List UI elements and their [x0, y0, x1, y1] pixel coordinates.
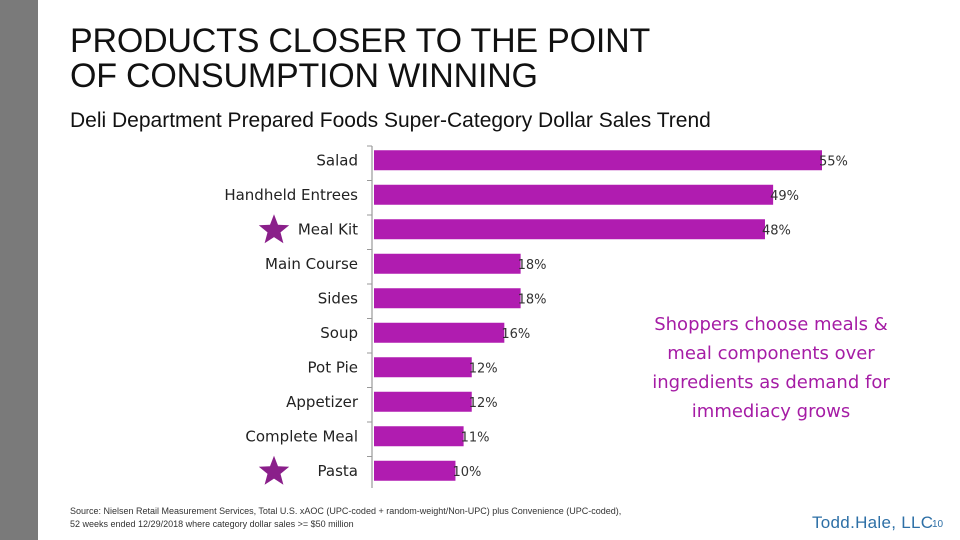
callout-text: Shoppers choose meals & meal components …: [652, 314, 890, 422]
bar-handheld-entrees: [374, 184, 774, 205]
slide-title: PRODUCTS CLOSER TO THE POINT OF CONSUMPT…: [70, 24, 830, 94]
value-label: 12%: [469, 396, 498, 411]
bar-pasta: [374, 460, 456, 481]
star-icon: [258, 455, 290, 485]
category-label: Pot Pie: [308, 358, 358, 376]
bar-soup: [374, 322, 505, 343]
category-label: Sides: [318, 289, 358, 307]
category-label: Pasta: [318, 462, 358, 480]
chart-subtitle: Deli Department Prepared Foods Super-Cat…: [70, 109, 711, 132]
source-line-1: Source: Nielsen Retail Measurement Servi…: [70, 506, 622, 516]
value-label: 18%: [518, 292, 547, 307]
value-label: 55%: [819, 154, 848, 169]
value-label: 10%: [452, 465, 481, 480]
category-label: Appetizer: [286, 393, 359, 411]
source-line-2: 52 weeks ended 12/29/2018 where category…: [70, 519, 354, 529]
bar-salad: [374, 150, 822, 171]
bar-main-course: [374, 253, 521, 274]
bar-pot-pie: [374, 357, 472, 378]
category-label: Handheld Entrees: [224, 186, 358, 204]
title-line-2: OF CONSUMPTION WINNING: [70, 57, 538, 95]
category-label: Complete Meal: [245, 427, 358, 445]
value-label: 12%: [469, 361, 498, 376]
category-label: Salad: [316, 151, 358, 169]
source-note: Source: Nielsen Retail Measurement Servi…: [70, 505, 770, 531]
value-label: 48%: [762, 223, 791, 238]
category-label: Soup: [320, 324, 358, 342]
bar-appetizer: [374, 391, 472, 412]
brand-logo: Todd.Hale, LLC: [812, 513, 934, 532]
value-label: 18%: [518, 258, 547, 273]
value-label: 11%: [461, 430, 490, 445]
bar-complete-meal: [374, 426, 464, 447]
category-label: Meal Kit: [298, 220, 358, 238]
category-label: Main Course: [265, 255, 358, 273]
page-number: 10: [932, 519, 944, 530]
star-icon: [258, 214, 290, 244]
value-label: 49%: [770, 189, 799, 204]
left-accent-band: [0, 0, 38, 540]
bar-meal-kit: [374, 219, 765, 240]
title-line-1: PRODUCTS CLOSER TO THE POINT: [70, 22, 651, 60]
value-label: 16%: [501, 327, 530, 342]
bar-sides: [374, 288, 521, 309]
